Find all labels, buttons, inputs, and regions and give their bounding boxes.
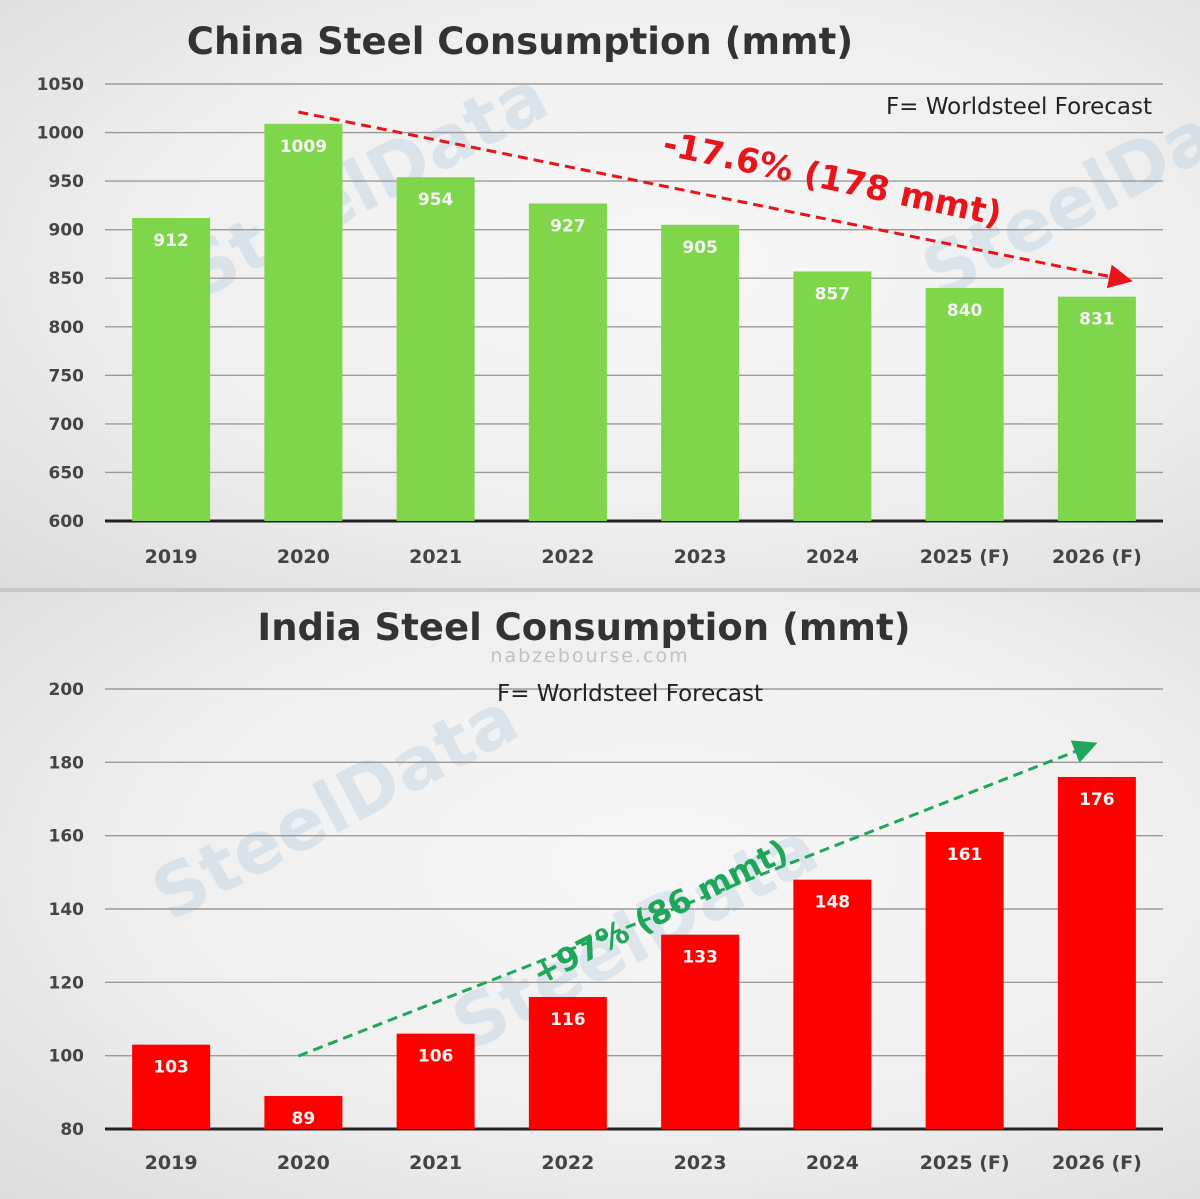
data-label: 133 bbox=[682, 948, 718, 968]
data-label: 840 bbox=[947, 301, 983, 321]
data-label: 927 bbox=[550, 216, 586, 236]
bar bbox=[1057, 777, 1136, 1129]
data-label: 89 bbox=[292, 1109, 316, 1129]
bar bbox=[925, 287, 1004, 521]
y-tick-label: 850 bbox=[49, 269, 85, 289]
data-label: 954 bbox=[418, 190, 454, 210]
x-tick-label: 2021 bbox=[409, 1152, 462, 1174]
y-tick-label: 100 bbox=[49, 1047, 85, 1067]
y-tick-label: 120 bbox=[49, 973, 85, 993]
y-tick-label: 600 bbox=[49, 512, 85, 532]
y-tick-label: 950 bbox=[49, 172, 85, 192]
bar bbox=[264, 1096, 343, 1129]
china-steel-chart: SteelData SteelData 91210099549279058578… bbox=[37, 20, 1200, 568]
bar bbox=[661, 224, 740, 522]
y-tick-label: 800 bbox=[49, 318, 85, 338]
chart-title: India Steel Consumption (mmt) bbox=[257, 606, 910, 649]
bar bbox=[793, 879, 872, 1129]
bar bbox=[1057, 296, 1136, 521]
x-tick-label: 2020 bbox=[277, 1152, 330, 1174]
data-label: 176 bbox=[1079, 790, 1115, 810]
bar bbox=[528, 203, 607, 522]
bar bbox=[925, 832, 1004, 1129]
bar bbox=[132, 218, 211, 521]
x-tick-label: 2019 bbox=[145, 1152, 198, 1174]
x-tick-label: 2024 bbox=[806, 1152, 859, 1174]
x-tick-label: 2023 bbox=[674, 546, 727, 568]
data-label: 116 bbox=[550, 1010, 586, 1030]
x-tick-label: 2026 (F) bbox=[1052, 1152, 1142, 1174]
bar bbox=[264, 123, 343, 521]
data-label: 1009 bbox=[280, 137, 327, 157]
x-tick-label: 2022 bbox=[541, 546, 594, 568]
china-chart-panel: SteelData SteelData 912 1009 954 927 905 857 8… bbox=[0, 0, 1200, 588]
x-tick-label: 2024 bbox=[806, 546, 859, 568]
x-tick-label: 2026 (F) bbox=[1052, 546, 1142, 568]
bar bbox=[661, 934, 740, 1129]
y-tick-label: 140 bbox=[49, 900, 85, 920]
trend-arrow bbox=[297, 740, 1098, 1058]
steeldata-watermark: SteelData bbox=[169, 53, 562, 315]
y-tick-label: 1050 bbox=[37, 75, 84, 95]
bar bbox=[396, 1033, 475, 1129]
y-tick-label: 160 bbox=[49, 827, 85, 847]
y-tick-label: 200 bbox=[49, 680, 85, 700]
bar bbox=[132, 1044, 211, 1129]
x-tick-label: 2025 (F) bbox=[920, 546, 1010, 568]
y-tick-label: 180 bbox=[49, 753, 85, 773]
trend-arrow bbox=[298, 110, 1133, 289]
x-tick-label: 2019 bbox=[145, 546, 198, 568]
data-label: 912 bbox=[153, 231, 189, 251]
x-tick-label: 2021 bbox=[409, 546, 462, 568]
forecast-note: F= Worldsteel Forecast bbox=[497, 681, 763, 707]
bar bbox=[396, 177, 475, 521]
y-tick-label: 700 bbox=[49, 415, 85, 435]
x-tick-label: 2020 bbox=[277, 546, 330, 568]
data-label: 106 bbox=[418, 1047, 454, 1067]
y-tick-label: 900 bbox=[49, 221, 85, 241]
x-tick-label: 2025 (F) bbox=[920, 1152, 1010, 1174]
panel-divider bbox=[0, 588, 1200, 592]
bar bbox=[528, 997, 607, 1129]
india-chart-panel: SteelData SteelData nabzebourse.com 103 8… bbox=[0, 592, 1200, 1199]
bar bbox=[793, 271, 872, 521]
steeldata-watermark: SteelData bbox=[139, 675, 532, 937]
y-tick-label: 1000 bbox=[37, 124, 84, 144]
data-label: 103 bbox=[153, 1058, 189, 1078]
chart-title: China Steel Consumption (mmt) bbox=[187, 20, 853, 63]
data-label: 161 bbox=[947, 845, 983, 865]
trend-annotation: -17.6% (178 mmt) bbox=[659, 124, 1005, 235]
y-tick-label: 650 bbox=[49, 463, 85, 483]
x-tick-label: 2022 bbox=[541, 1152, 594, 1174]
india-steel-chart: SteelData SteelData nabzebourse.com 1038… bbox=[49, 606, 1163, 1174]
forecast-note: F= Worldsteel Forecast bbox=[886, 94, 1152, 120]
data-label: 857 bbox=[815, 284, 851, 304]
data-label: 148 bbox=[815, 893, 851, 913]
x-tick-label: 2023 bbox=[674, 1152, 727, 1174]
y-tick-label: 80 bbox=[60, 1120, 84, 1140]
y-tick-label: 750 bbox=[49, 366, 85, 386]
data-label: 831 bbox=[1079, 310, 1115, 330]
data-label: 905 bbox=[682, 238, 718, 258]
site-watermark: nabzebourse.com bbox=[490, 645, 689, 667]
